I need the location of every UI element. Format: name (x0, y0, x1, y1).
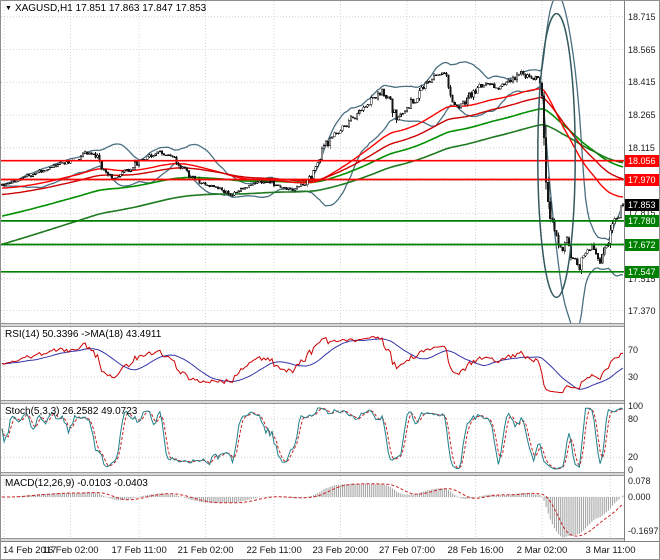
fast-ma-line-1 (1, 96, 624, 196)
main-chart-canvas[interactable] (1, 1, 624, 323)
rsi-tick-label: 70 (628, 345, 639, 356)
stoch-tick-label: 20 (628, 452, 639, 463)
main-chart-svg[interactable] (1, 1, 624, 323)
resistance-label: 17.970 (625, 173, 659, 186)
time-tick-label: 21 Feb 02:00 (177, 545, 234, 556)
time-tick-label: 16 Feb 02:00 (42, 545, 99, 556)
chart-ohlc-label: XAGUSD,H1 17.851 17.863 17.847 17.853 (14, 3, 207, 14)
rsi-tick-label: 30 (628, 371, 639, 382)
grid (1, 476, 624, 538)
panel-separator[interactable] (1, 472, 659, 476)
macd-tick-label: -0.1697 (628, 525, 659, 536)
rsi-canvas[interactable] (1, 327, 624, 400)
time-axis[interactable]: 14 Feb 2017 16 Feb 02:00 17 Feb 11:00 21 Fe… (1, 541, 659, 559)
time-tick-label: 23 Feb 20:00 (312, 545, 369, 556)
price-tick-label: 18.715 (628, 11, 656, 22)
grid (1, 1, 624, 323)
time-tick-label: 3 Mar 11:00 (585, 545, 636, 556)
macd-signal-line (2, 483, 624, 537)
time-tick-label: 17 Feb 11:00 (111, 545, 167, 556)
rsi-label: RSI(14) 50.3396 ->MA(18) 43.4911 (5, 329, 162, 340)
chart-title: ▼ XAGUSD,H1 17.851 17.863 17.847 17.853 (5, 3, 206, 14)
time-tick-label: 22 Feb 11:00 (246, 545, 302, 556)
crash-annotation-ellipse[interactable] (537, 12, 576, 299)
rsi-svg[interactable] (1, 327, 624, 400)
price-tick-label: 18.565 (628, 44, 656, 55)
stoch-tick-label: 80 (628, 413, 639, 424)
grid (1, 404, 624, 472)
slow-ma-line-1 (1, 123, 624, 246)
stochastic-svg[interactable] (1, 404, 624, 472)
panel-separator (1, 538, 659, 541)
bollinger-lower-band (1, 85, 624, 323)
rsi-line (1, 336, 624, 394)
slow-ma-line-0 (1, 107, 624, 217)
price-tick-label: 18.115 (628, 142, 655, 153)
time-tick-label: 14 Feb 2017 (3, 545, 57, 556)
macd-svg[interactable] (1, 476, 624, 538)
price-tick-label: 18.415 (628, 77, 656, 88)
rsi-ma-line (1, 338, 624, 390)
macd-histogram (3, 483, 624, 538)
fast-ma-line-0 (1, 88, 624, 198)
main-chart-panel[interactable]: ▼ XAGUSD,H1 17.851 17.863 17.847 17.853 (1, 1, 624, 323)
support-label: 17.780 (625, 214, 659, 227)
macd-label: MACD(12,26,9) -0.0103 -0.0403 (5, 478, 148, 489)
price-tick-label: 17.515 (628, 273, 656, 284)
support-label: 17.547 (625, 265, 659, 278)
price-tick-label: 17.370 (628, 305, 656, 316)
stochastic-main-line (1, 407, 624, 470)
bollinger-upper-band (1, 1, 624, 241)
time-tick-label: 28 Feb 16:00 (447, 545, 504, 556)
panel-separator[interactable] (1, 323, 659, 327)
time-tick-label: 2 Mar 02:00 (516, 545, 568, 556)
price-tick-label: 17.815 (628, 208, 656, 219)
price-axis[interactable]: 18.71518.56518.41518.26518.11517.96517.8… (624, 1, 659, 541)
stochastic-label: Stoch(5,3,3) 26.2582 49.0723 (5, 406, 138, 417)
macd-canvas[interactable] (1, 476, 624, 538)
panel-separator[interactable] (1, 400, 659, 404)
current-price-label: 17.853 (625, 199, 659, 211)
stoch-tick-label: 0 (628, 465, 634, 475)
stochastic-canvas[interactable] (1, 404, 624, 472)
rsi-panel[interactable]: RSI(14) 50.3396 ->MA(18) 43.4911 (1, 327, 624, 400)
stochastic-signal-line (1, 407, 624, 470)
macd-tick-label: 0.000 (628, 492, 651, 502)
support-label: 17.672 (625, 238, 659, 251)
resistance-label: 18.056 (625, 154, 659, 167)
stoch-tick-label: 100 (628, 401, 644, 411)
price-tick-label: 18.265 (628, 110, 656, 121)
time-tick-label: 27 Feb 07:00 (379, 545, 435, 556)
macd-tick-label: 0.078 (628, 476, 651, 487)
macd-panel[interactable]: MACD(12,26,9) -0.0103 -0.0403 (1, 476, 624, 538)
stochastic-panel[interactable]: Stoch(5,3,3) 26.2582 49.0723 (1, 404, 624, 472)
chevron-down-icon: ▼ (5, 5, 12, 12)
